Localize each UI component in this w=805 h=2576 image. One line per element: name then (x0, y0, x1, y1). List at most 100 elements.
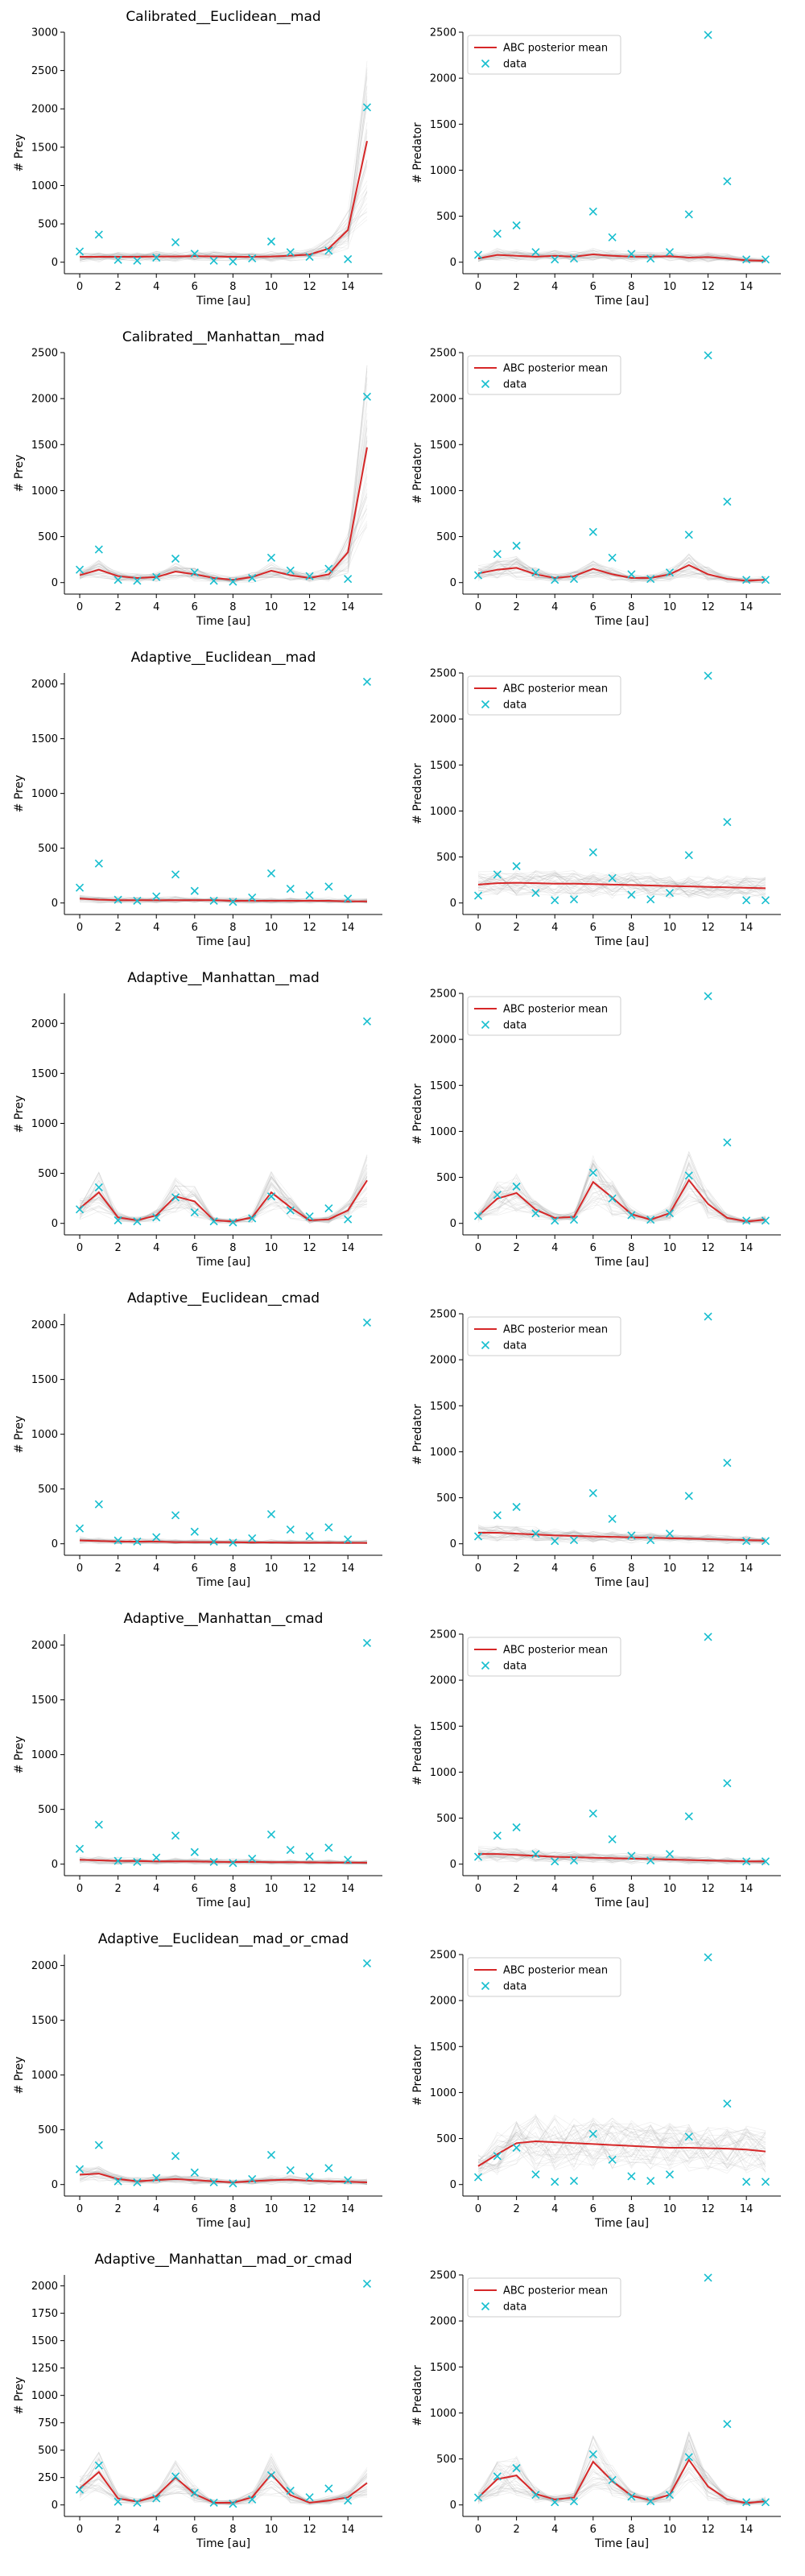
posterior-sample-line (79, 896, 368, 904)
data-point (569, 895, 579, 904)
data-point (75, 565, 85, 574)
chart-panel-11: 0 2 4 6 8 10 12 14 0 500 1000 1500 2000 2500 Time [au]… (411, 1629, 781, 1909)
x-tick-label: 12 (303, 922, 316, 934)
data-point (152, 1853, 161, 1862)
posterior-sample-line (79, 365, 368, 581)
x-tick-label: 14 (740, 2203, 753, 2215)
data-point (266, 2471, 276, 2480)
data-point (551, 1537, 559, 1546)
posterior-sample-line (477, 553, 766, 584)
x-tick-label: 6 (192, 2203, 198, 2215)
posterior-sample-line (79, 463, 368, 583)
posterior-sample-line (477, 250, 766, 261)
chart-title: Adaptive__Euclidean__mad (131, 650, 316, 666)
x-tick-label: 8 (229, 281, 236, 293)
y-tick-label: 500 (436, 2454, 456, 2466)
posterior-sample-line (79, 72, 368, 260)
posterior-sample-line (477, 2436, 766, 2505)
posterior-sample-line (477, 2443, 766, 2504)
posterior-sample-line (477, 1165, 766, 1224)
data-point (324, 1204, 333, 1213)
x-tick-label: 6 (590, 2524, 597, 2536)
x-tick-label: 12 (701, 281, 715, 293)
data-point (248, 254, 257, 263)
data-point (133, 2498, 142, 2508)
y-axis-label: # Prey (13, 1096, 26, 1133)
data-point (190, 2488, 199, 2497)
data-point (114, 576, 122, 584)
data-point (723, 1138, 732, 1147)
data-point (646, 575, 655, 584)
y-tick-label: 500 (38, 843, 58, 855)
data-point (473, 250, 483, 259)
x-tick-label: 6 (192, 1242, 198, 1254)
posterior-sample-line (79, 1859, 368, 1865)
data-point (473, 571, 483, 580)
data-point (344, 1215, 353, 1224)
chart-panel-7: 0 2 4 6 8 10 12 14 0 500 1000 1500 2000 2500 Time [au]… (411, 989, 781, 1269)
data-point (152, 1213, 161, 1222)
y-tick-label: 500 (436, 531, 456, 543)
posterior-mean-line (477, 1179, 766, 1223)
data-point (761, 2178, 770, 2186)
y-tick-label: 2000 (31, 1960, 58, 1972)
posterior-sample-line (79, 897, 368, 903)
posterior-mean-line (80, 140, 368, 258)
data-point (171, 237, 180, 247)
posterior-sample-line (79, 2173, 368, 2184)
y-axis-label: # Prey (13, 455, 26, 493)
legend-data-label: data (503, 1981, 526, 1993)
posterior-sample-line (477, 563, 766, 583)
x-tick-label: 2 (513, 281, 519, 293)
x-tick-label: 4 (153, 281, 159, 293)
y-tick-label: 0 (52, 1859, 58, 1871)
posterior-sample-line (79, 165, 368, 262)
data-point (588, 2129, 597, 2138)
data-point (742, 1857, 751, 1866)
x-tick-label: 8 (229, 1883, 236, 1895)
y-axis-label: # Prey (13, 134, 26, 172)
data-point (362, 103, 372, 112)
data-point (723, 818, 732, 827)
x-tick-label: 0 (76, 2524, 83, 2536)
x-tick-label: 0 (475, 1883, 481, 1895)
data-point (114, 1216, 122, 1225)
y-tick-label: 1250 (31, 2363, 58, 2375)
posterior-sample-line (79, 2467, 368, 2505)
posterior-sample-line (477, 2469, 766, 2506)
x-tick-label: 4 (153, 601, 159, 613)
x-axis-label: Time [au] (196, 1897, 250, 1909)
y-tick-label: 0 (450, 1218, 456, 1230)
y-tick-label: 500 (436, 852, 456, 864)
posterior-sample-line (79, 1179, 368, 1224)
posterior-sample-line (477, 874, 766, 899)
posterior-sample-line (477, 560, 766, 584)
posterior-sample-line (79, 427, 368, 582)
y-tick-label: 2000 (430, 1034, 456, 1046)
posterior-sample-line (79, 2166, 368, 2186)
data-point (531, 1209, 540, 1218)
x-tick-label: 0 (475, 2524, 481, 2536)
data-point (531, 889, 540, 898)
x-axis-label: Time [au] (196, 1576, 250, 1589)
posterior-sample-line (79, 1176, 368, 1221)
x-tick-label: 10 (265, 281, 279, 293)
x-tick-label: 10 (663, 922, 677, 934)
data-point (551, 2498, 559, 2507)
x-tick-label: 8 (628, 1242, 634, 1254)
x-tick-label: 2 (513, 1883, 519, 1895)
posterior-sample-line (477, 1162, 766, 1222)
data-point (646, 1536, 655, 1545)
posterior-sample-line (79, 436, 368, 584)
posterior-sample-line (477, 2126, 766, 2171)
posterior-sample-line (79, 1175, 368, 1224)
posterior-sample-line (79, 1857, 368, 1865)
posterior-sample-line (79, 1856, 368, 1865)
data-point (665, 2491, 675, 2500)
posterior-sample-line (477, 1167, 766, 1224)
posterior-sample-line (477, 561, 766, 584)
legend-data-swatch (481, 1020, 490, 1030)
data-point (531, 568, 540, 577)
posterior-sample-line (477, 2122, 766, 2163)
y-tick-label: 1000 (31, 180, 58, 192)
